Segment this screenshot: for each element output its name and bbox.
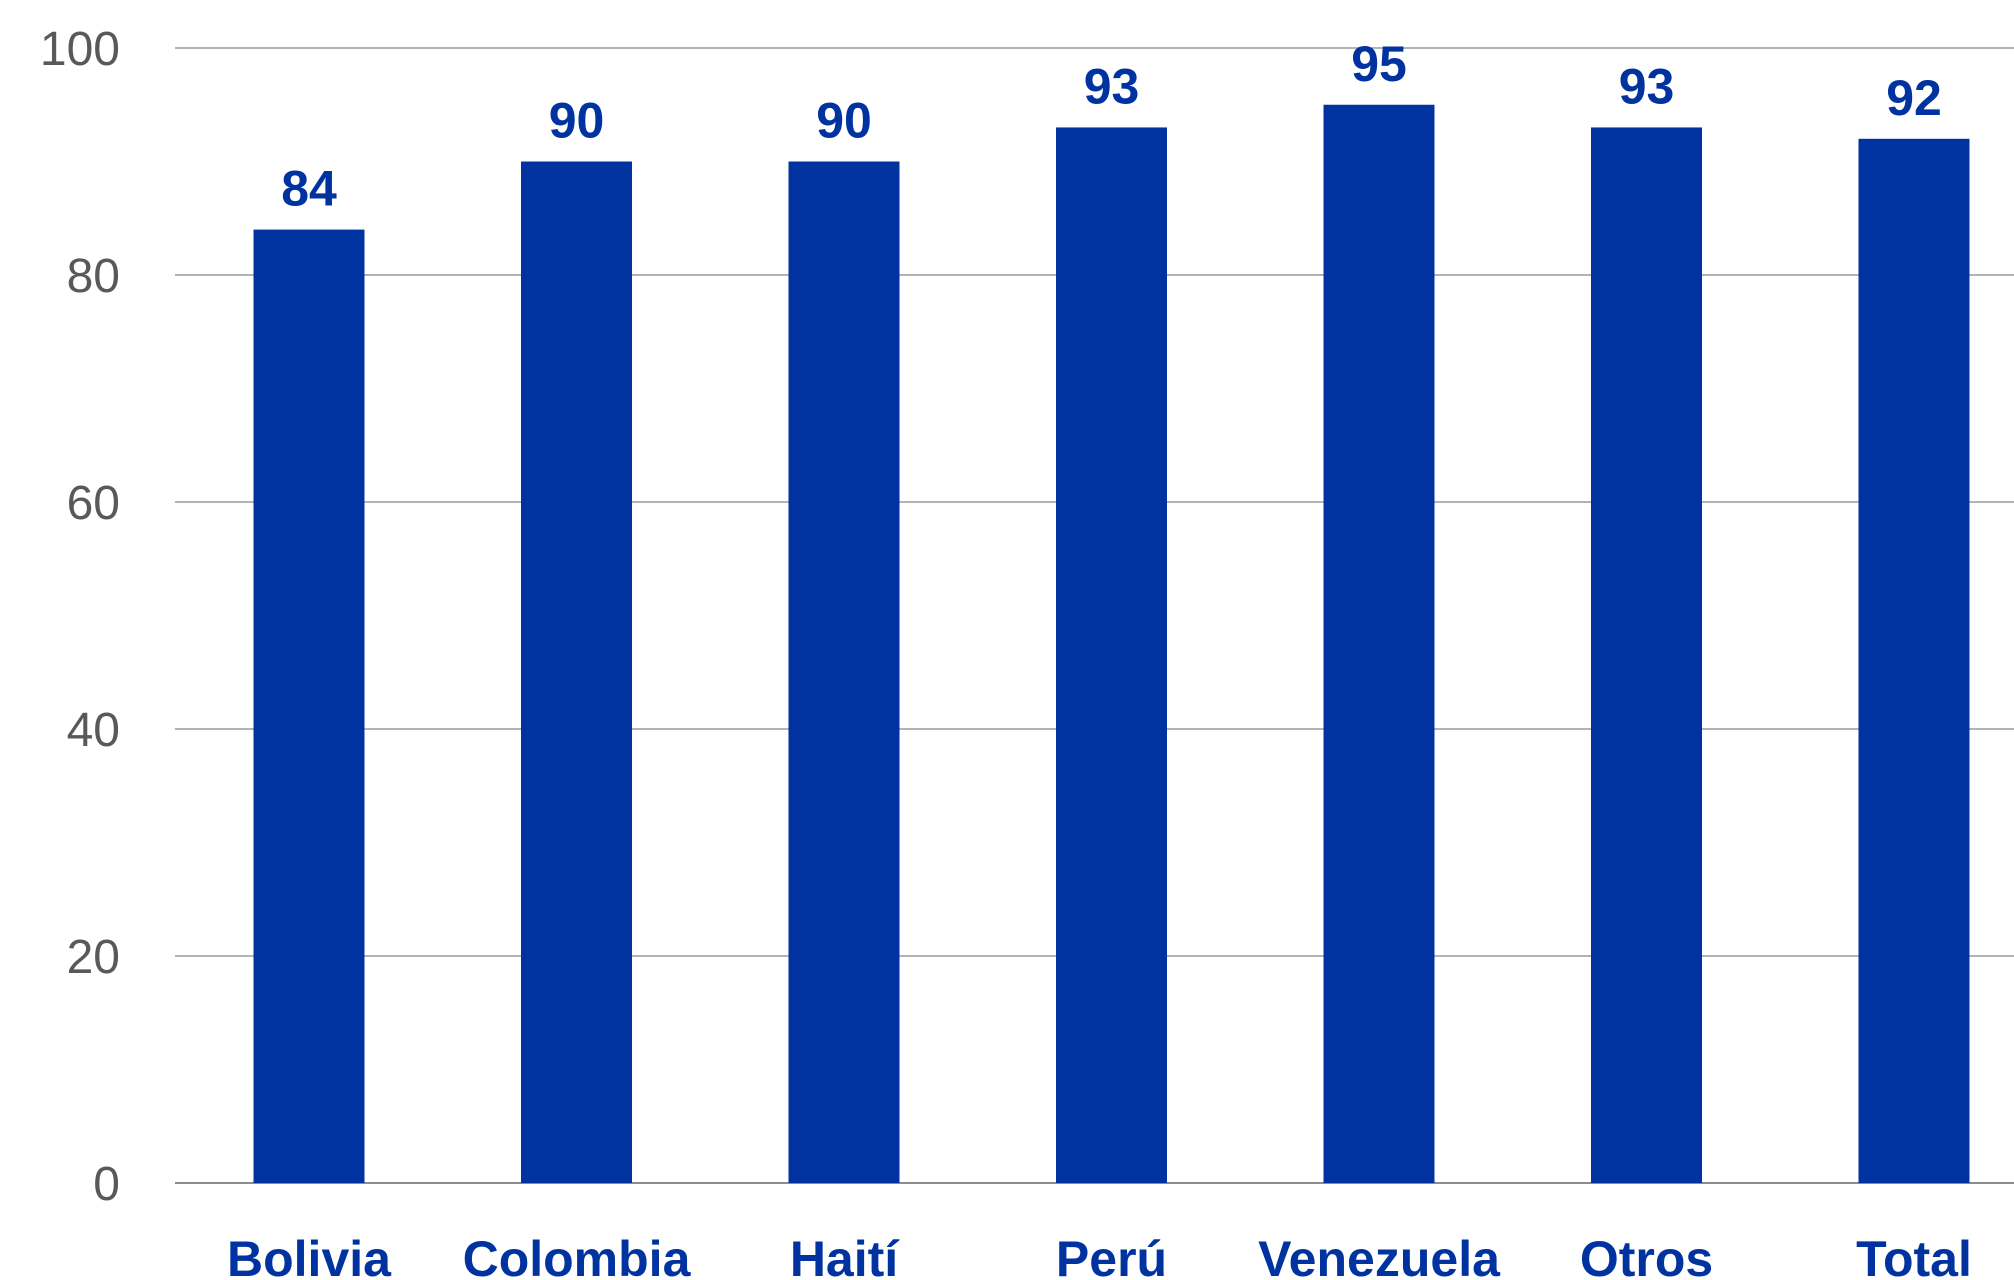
- bar: [253, 229, 365, 1184]
- y-tick-label: 80: [67, 250, 120, 303]
- data-label: 92: [1886, 70, 1942, 126]
- x-tick-label: Otros: [1580, 1231, 1713, 1280]
- x-tick-label: Total: [1856, 1231, 1972, 1280]
- y-axis-ticks: 0 20 40 60 80 100: [40, 23, 120, 1211]
- bar: [1056, 127, 1167, 1184]
- data-label: 95: [1351, 36, 1407, 92]
- x-tick-label: Bolivia: [227, 1231, 392, 1280]
- x-axis-ticks: Bolivia Colombia Haití Perú Venezuela Otros To…: [227, 1231, 1972, 1280]
- y-tick-label: 100: [40, 23, 120, 76]
- y-tick-label: 60: [67, 477, 120, 530]
- bar: [1858, 138, 1970, 1183]
- x-tick-label: Haití: [790, 1231, 900, 1280]
- data-label: 93: [1619, 58, 1675, 114]
- bars: [253, 104, 1970, 1184]
- data-label: 90: [816, 93, 872, 149]
- x-tick-label: Colombia: [463, 1231, 692, 1280]
- bar: [1323, 104, 1435, 1183]
- data-label: 93: [1084, 58, 1140, 114]
- y-tick-label: 40: [67, 704, 120, 757]
- bar: [1591, 127, 1702, 1184]
- y-tick-label: 20: [67, 931, 120, 984]
- x-tick-label: Perú: [1056, 1231, 1167, 1280]
- data-labels: 84 90 90 93 95 93 92: [281, 36, 1942, 217]
- x-tick-label: Venezuela: [1258, 1231, 1501, 1280]
- y-tick-label: 0: [93, 1158, 120, 1211]
- data-label: 90: [549, 93, 605, 149]
- bar: [521, 161, 632, 1183]
- data-label: 84: [281, 161, 337, 217]
- bar: [788, 161, 900, 1183]
